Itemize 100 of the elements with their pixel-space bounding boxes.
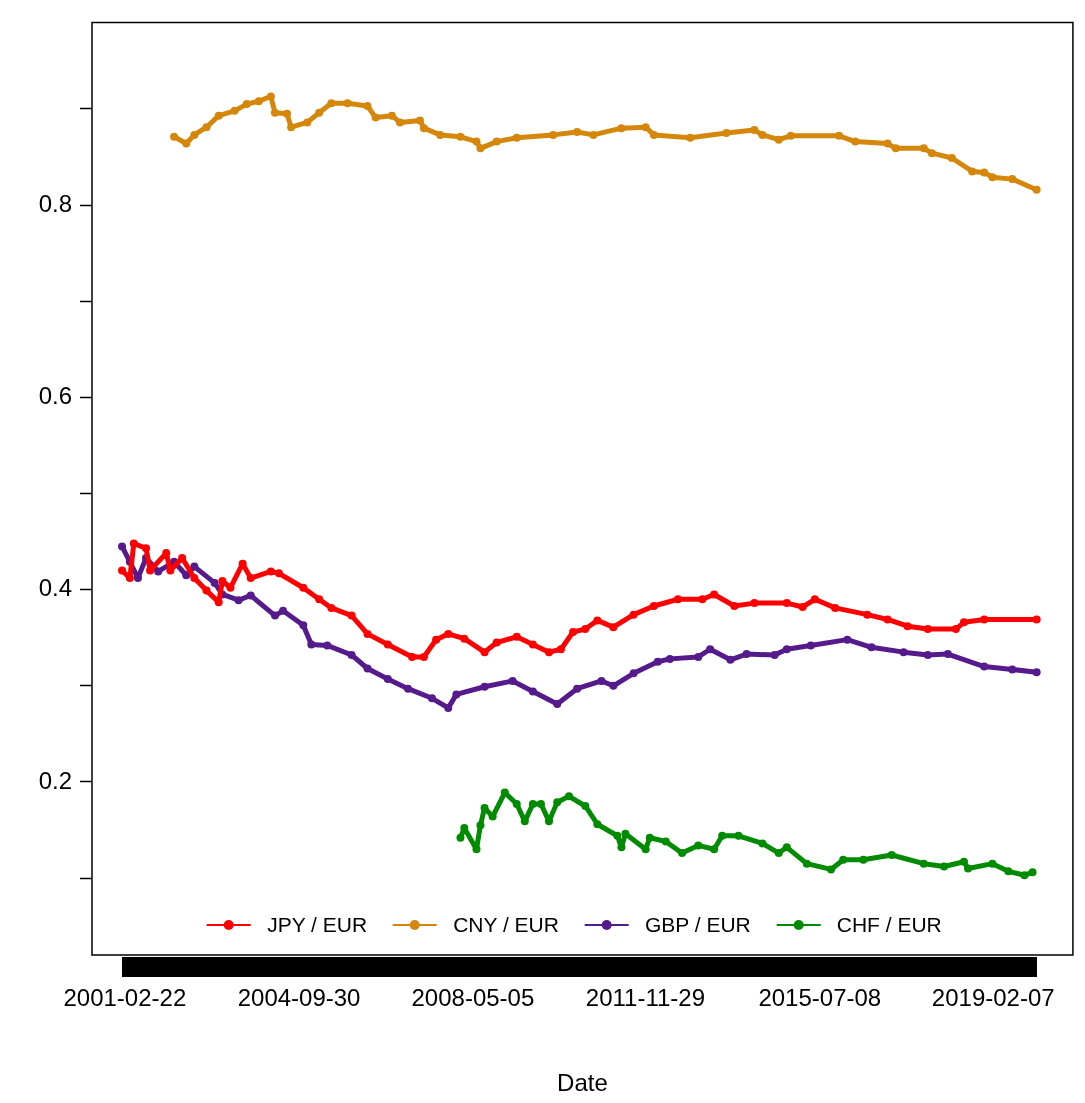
point <box>528 687 537 696</box>
point <box>782 843 791 852</box>
point <box>154 567 163 576</box>
y-tick-label: 0.4 <box>38 574 72 602</box>
point <box>307 640 316 649</box>
point <box>742 650 751 659</box>
point <box>774 135 783 144</box>
point <box>1028 868 1037 877</box>
point <box>387 111 396 120</box>
legend-label: GBP / EUR <box>644 913 751 937</box>
point <box>553 700 562 709</box>
point <box>427 694 436 703</box>
point <box>831 603 840 612</box>
point <box>133 574 142 583</box>
point <box>629 669 638 678</box>
point <box>512 800 521 809</box>
point <box>347 651 356 660</box>
point <box>266 567 275 576</box>
point <box>951 625 960 634</box>
point <box>593 616 602 625</box>
point <box>210 578 219 587</box>
point <box>927 149 936 158</box>
point <box>190 130 199 139</box>
point <box>214 598 223 607</box>
point <box>613 831 622 840</box>
point <box>621 829 630 838</box>
point <box>802 859 811 868</box>
x-axis-title: Date <box>557 1069 608 1097</box>
point <box>649 602 658 610</box>
point <box>528 640 537 649</box>
point <box>923 625 932 634</box>
point <box>536 800 545 809</box>
point <box>327 603 336 612</box>
point <box>246 574 255 583</box>
point <box>959 618 968 627</box>
point <box>919 859 928 868</box>
point <box>363 629 372 638</box>
point <box>432 635 441 644</box>
legend-label: CNY / EUR <box>453 913 559 937</box>
x-tick-label: 2015-07-08 <box>758 984 882 1012</box>
point <box>480 682 489 691</box>
point <box>383 675 392 684</box>
point <box>661 837 670 846</box>
point <box>419 124 428 133</box>
point <box>456 132 465 141</box>
point <box>609 623 618 632</box>
point <box>315 108 324 117</box>
point <box>279 606 288 615</box>
point <box>706 645 715 654</box>
point <box>1004 867 1013 876</box>
point <box>512 133 521 142</box>
point <box>947 153 956 162</box>
point <box>867 643 876 652</box>
point <box>980 615 989 624</box>
point <box>492 137 501 146</box>
point <box>415 116 424 125</box>
point <box>943 650 952 659</box>
y-tick-label: 0.8 <box>38 189 72 217</box>
point <box>492 638 501 647</box>
point <box>988 859 997 868</box>
point <box>343 99 352 108</box>
point <box>556 645 565 654</box>
point <box>581 801 590 810</box>
point <box>750 126 759 135</box>
point <box>323 641 332 650</box>
point <box>827 865 836 874</box>
point <box>528 800 537 809</box>
point <box>758 130 767 139</box>
point <box>959 857 968 866</box>
point <box>472 845 481 854</box>
point <box>835 131 844 140</box>
point <box>476 144 485 153</box>
point <box>665 654 674 663</box>
point <box>839 855 848 864</box>
point <box>214 111 223 120</box>
point <box>710 590 719 599</box>
point <box>940 862 949 871</box>
point <box>980 168 989 177</box>
point <box>581 625 590 634</box>
point <box>629 610 638 619</box>
point <box>202 586 211 595</box>
point <box>246 591 255 600</box>
point <box>609 681 618 690</box>
point <box>883 615 892 624</box>
point <box>476 821 485 830</box>
point <box>722 128 731 137</box>
point <box>806 641 815 650</box>
point <box>270 108 279 117</box>
point <box>283 109 292 118</box>
point <box>182 139 191 148</box>
point <box>363 102 372 111</box>
point <box>545 648 554 657</box>
point <box>899 648 908 657</box>
point <box>327 99 336 108</box>
point <box>1008 665 1017 674</box>
point <box>903 622 912 631</box>
point <box>404 684 413 693</box>
point <box>371 113 380 122</box>
point <box>125 574 134 583</box>
point <box>988 173 997 182</box>
